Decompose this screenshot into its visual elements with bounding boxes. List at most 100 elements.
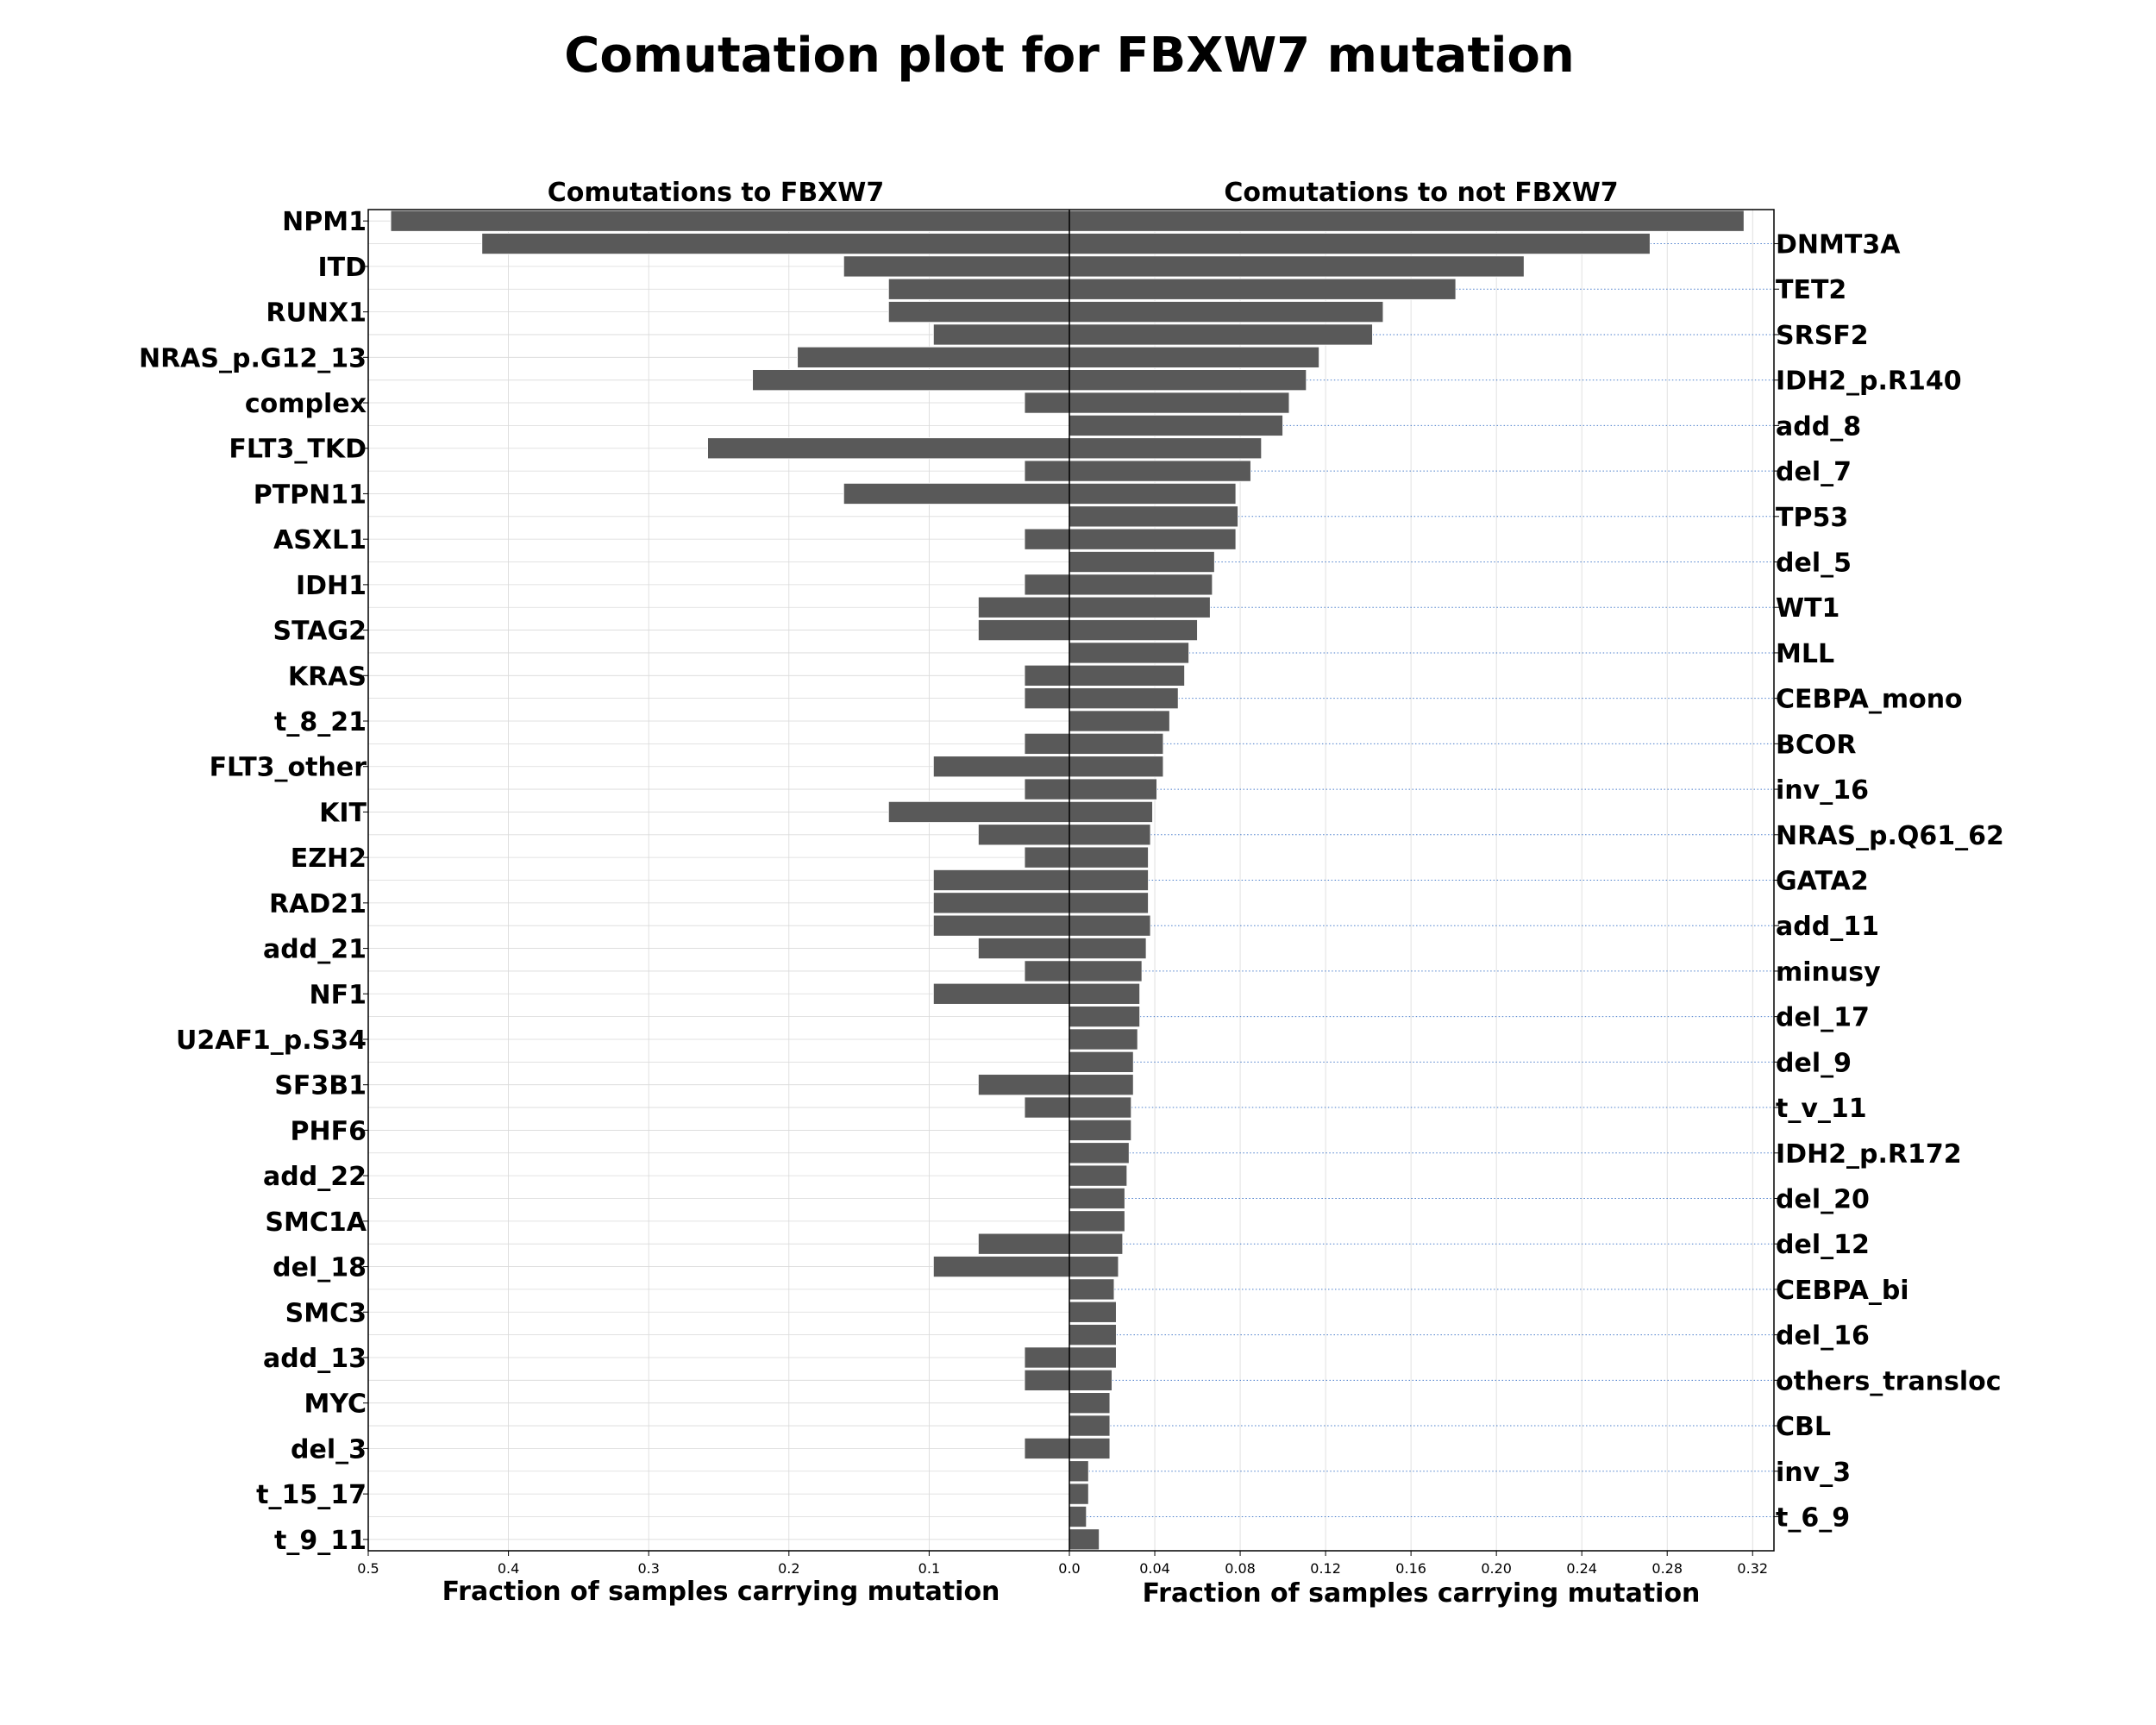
right-bar (1069, 710, 1170, 732)
right-bar (1069, 1028, 1138, 1051)
left-bar (1024, 528, 1070, 550)
right-bar (1069, 1437, 1111, 1460)
left-bar (1024, 732, 1070, 756)
right-bar (1069, 528, 1237, 550)
right-row-label: GATA2 (1776, 867, 1869, 897)
left-row-label: del_18 (273, 1253, 367, 1283)
left-row-label: RUNX1 (266, 298, 367, 329)
right-row-label: CBL (1776, 1412, 1831, 1442)
right-bar (1069, 437, 1263, 460)
right-bar (1069, 892, 1150, 914)
right-bar (1069, 1005, 1141, 1028)
right-bar (1069, 687, 1179, 710)
right-bars (1069, 210, 1745, 1551)
right-bar (1069, 869, 1150, 892)
left-row-label: NRAS_p.G12_13 (139, 343, 367, 373)
left-row-label: add_21 (263, 935, 367, 965)
left-row-label: SF3B1 (274, 1071, 367, 1101)
right-bar (1069, 937, 1147, 960)
right-row-label: IDH2_p.R172 (1776, 1139, 1962, 1170)
left-row-label: NF1 (310, 980, 367, 1010)
left-bar (1024, 778, 1070, 800)
right-bar (1069, 1392, 1111, 1414)
left-bar (977, 824, 1070, 846)
right-bar (1069, 1096, 1132, 1119)
chart-title: Comutation plot for FBXW7 mutation (564, 28, 1575, 84)
left-row-label: PHF6 (291, 1116, 367, 1146)
left-row-label: SMC3 (285, 1298, 367, 1328)
right-bar (1069, 846, 1150, 869)
right-bar (1069, 1528, 1100, 1551)
left-bar (843, 482, 1070, 505)
left-bar (932, 914, 1070, 937)
right-bar (1069, 1164, 1128, 1187)
left-row-label: add_22 (263, 1162, 367, 1192)
left-bars (390, 210, 1070, 1460)
right-bar (1069, 756, 1164, 778)
left-bar (932, 1255, 1070, 1278)
right-tick-label: 0.24 (1566, 1560, 1597, 1577)
left-row-label: ASXL1 (273, 525, 367, 555)
right-bar (1069, 1369, 1113, 1392)
right-tick-label: 0.08 (1225, 1560, 1256, 1577)
right-row-label: del_16 (1776, 1321, 1870, 1352)
right-y-labels: DNMT3A TET2 SRSF2 IDH2_p.R140 add_8 del_7 TP53… (1774, 230, 2004, 1533)
left-row-label: t_8_21 (274, 707, 367, 737)
right-row-label: DNMT3A (1776, 230, 1901, 260)
left-row-label: EZH2 (291, 844, 367, 874)
right-tick-label: 0.20 (1481, 1560, 1512, 1577)
right-bar (1069, 778, 1158, 800)
left-bar (932, 892, 1070, 914)
right-row-label: inv_16 (1776, 775, 1869, 806)
right-row-label: t_v_11 (1776, 1094, 1867, 1124)
right-bar (1069, 1051, 1134, 1074)
right-panel-subtitle: Comutations to not FBXW7 (1224, 178, 1618, 208)
left-row-label: FLT3_other (210, 753, 367, 783)
right-bar (1069, 414, 1284, 437)
right-row-label: NRAS_p.Q61_62 (1776, 821, 2004, 851)
right-row-label: del_17 (1776, 1003, 1870, 1033)
right-tick-label: 0.32 (1737, 1560, 1768, 1577)
left-row-label: PTPN11 (254, 480, 367, 510)
right-bar (1069, 1301, 1117, 1323)
right-bar (1069, 1346, 1117, 1369)
right-bar (1069, 1483, 1089, 1505)
left-tick-label: 0.0 (1058, 1560, 1080, 1577)
right-row-label: CEBPA_mono (1776, 685, 1963, 715)
right-row-label: WT1 (1776, 593, 1839, 624)
right-bar (1069, 960, 1143, 982)
x-axis-ticks: 0.5 0.4 0.3 0.2 0.1 0.0 0.04 0.08 0.12 0.16 0.20 0.… (357, 1551, 1768, 1577)
left-bar (797, 346, 1070, 368)
left-row-label: complex (245, 389, 367, 419)
right-bar (1069, 505, 1239, 528)
right-row-label: del_7 (1776, 457, 1852, 487)
left-bar (977, 1233, 1070, 1255)
right-row-label: SRSF2 (1776, 321, 1869, 351)
right-bar (1069, 1414, 1111, 1437)
left-bar (752, 368, 1070, 392)
right-row-label: MLL (1776, 639, 1834, 669)
right-row-label: BCOR (1776, 730, 1857, 760)
right-bar (1069, 368, 1307, 392)
right-bar (1069, 550, 1215, 574)
left-row-label: del_3 (291, 1434, 367, 1465)
right-row-label: del_9 (1776, 1048, 1852, 1078)
left-bar (887, 800, 1070, 824)
right-bar (1069, 1255, 1119, 1278)
left-bar (1024, 1437, 1070, 1460)
right-bar (1069, 1278, 1115, 1301)
right-row-label: inv_3 (1776, 1458, 1851, 1488)
right-bar (1069, 1460, 1089, 1483)
right-bar (1069, 800, 1154, 824)
right-bar (1069, 824, 1151, 846)
right-row-label: IDH2_p.R140 (1776, 367, 1962, 397)
left-bar (1024, 392, 1070, 414)
right-bar (1069, 618, 1199, 642)
right-bar (1069, 596, 1211, 618)
left-row-label: KRAS (288, 662, 367, 692)
right-bar (1069, 1210, 1125, 1233)
right-bar (1069, 732, 1164, 756)
left-bar (932, 869, 1070, 892)
right-bar (1069, 460, 1251, 482)
